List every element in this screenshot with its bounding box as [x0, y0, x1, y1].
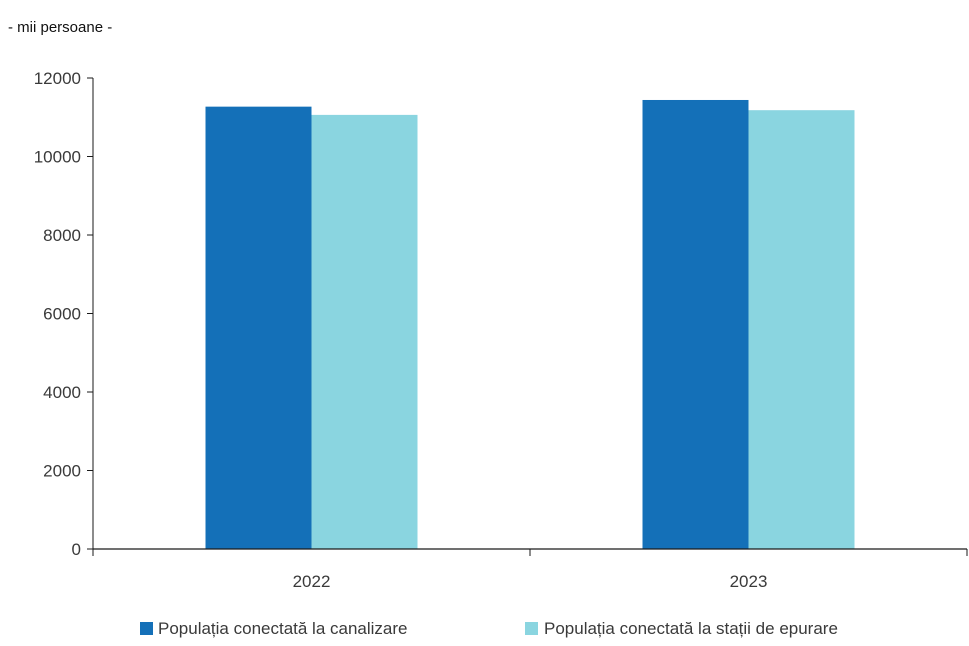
y-tick-label: 4000 [43, 383, 81, 402]
legend-label-1: Populația conectată la canalizare [158, 619, 408, 638]
bar-2022-series-2 [311, 114, 418, 550]
x-tick-label: 2023 [730, 572, 768, 591]
legend-swatch-1 [140, 622, 153, 635]
y-tick-label: 8000 [43, 226, 81, 245]
y-tick-label: 0 [72, 540, 81, 559]
legend-label-2: Populația conectată la stații de epurare [544, 619, 838, 638]
unit-label: - mii persoane - [8, 19, 113, 36]
y-tick-label: 2000 [43, 462, 81, 481]
bar-2023-series-2 [748, 110, 855, 549]
y-tick-label: 6000 [43, 305, 81, 324]
legend-swatch-2 [525, 622, 538, 635]
bar-2023-series-1 [642, 99, 749, 549]
y-tick-label: 10000 [34, 148, 81, 167]
y-tick-label: 12000 [34, 69, 81, 88]
bar-2022-series-1 [205, 106, 312, 549]
x-tick-label: 2022 [293, 572, 331, 591]
